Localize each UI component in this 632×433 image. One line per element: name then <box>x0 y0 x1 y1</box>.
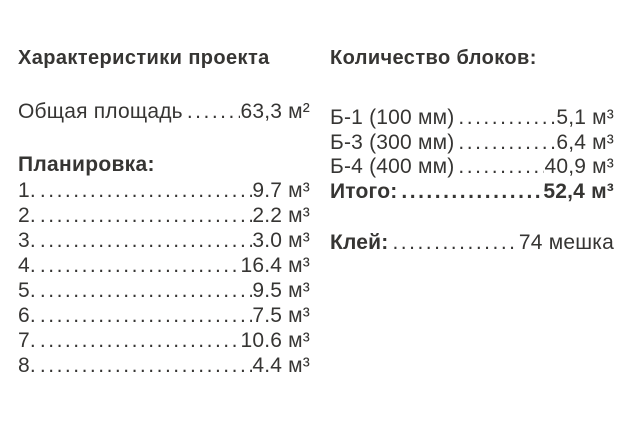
dot-leader: ........................................… <box>39 179 252 202</box>
layout-item: 6. .....................................… <box>18 303 310 328</box>
total-area-row: Общая площадь ..........................… <box>18 99 310 125</box>
block-label: Б-1 (100 мм) <box>330 106 455 129</box>
block-label: Б-4 (400 мм) <box>330 155 455 178</box>
dot-leader: ........................................… <box>458 106 556 129</box>
project-characteristics-section: Характеристики проекта Общая площадь ...… <box>18 47 310 378</box>
glue-value: 74 мешка <box>518 231 614 254</box>
dot-leader: ........................................… <box>39 229 252 252</box>
layout-item: 7. .....................................… <box>18 328 310 353</box>
blocks-total-row: Итого: .................................… <box>330 180 614 205</box>
layout-item: 5. .....................................… <box>18 278 310 303</box>
glue-row: Клей: ..................................… <box>330 230 614 255</box>
layout-heading: Планировка: <box>18 153 155 176</box>
layout-item-value: 2.2 м³ <box>252 204 310 227</box>
dot-leader: ........................................… <box>39 304 252 327</box>
block-value: 40,9 м³ <box>544 155 614 178</box>
block-value: 6,4 м³ <box>556 130 614 154</box>
dot-leader: ........................................… <box>39 279 252 302</box>
block-label: Б-3 (300 мм) <box>330 130 455 154</box>
blocks-total-label: Итого: <box>330 179 398 203</box>
block-value: 5,1 м³ <box>556 106 614 129</box>
layout-item-number: 1. <box>18 179 36 202</box>
dot-leader: ........................................… <box>401 179 544 203</box>
total-area-label: Общая площадь <box>18 100 183 123</box>
block-row: Б-3 (300 мм) ...........................… <box>330 131 614 156</box>
block-list: Б-1 (100 мм) ...........................… <box>330 106 614 204</box>
dot-leader: ........................................… <box>39 254 241 277</box>
layout-item-number: 6. <box>18 304 36 327</box>
blocks-total-value: 52,4 м³ <box>543 179 614 203</box>
layout-item-value: 9.5 м³ <box>252 279 310 302</box>
layout-item-number: 5. <box>18 279 36 302</box>
layout-item-value: 4.4 м³ <box>252 354 310 377</box>
layout-item: 8. .....................................… <box>18 353 310 378</box>
layout-item-number: 7. <box>18 329 36 352</box>
layout-item-number: 8. <box>18 354 36 377</box>
layout-item-number: 4. <box>18 254 36 277</box>
layout-item-value: 3.0 м³ <box>252 229 310 252</box>
dot-leader: ........................................… <box>186 100 241 123</box>
layout-item-value: 10.6 м³ <box>240 329 310 352</box>
layout-item: 4. .....................................… <box>18 253 310 278</box>
layout-item: 3. .....................................… <box>18 228 310 253</box>
layout-item-value: 16.4 м³ <box>240 254 310 277</box>
layout-item-value: 7.5 м³ <box>252 304 310 327</box>
layout-item-number: 2. <box>18 204 36 227</box>
layout-item-value: 9.7 м³ <box>252 179 310 202</box>
layout-item: 2. .....................................… <box>18 203 310 228</box>
block-row: Б-4 (400 мм) ...........................… <box>330 155 614 180</box>
block-quantity-section: Количество блоков: Б-1 (100 мм) ........… <box>330 47 614 255</box>
dot-leader: ........................................… <box>39 354 252 377</box>
dot-leader: ........................................… <box>458 155 544 178</box>
layout-list: 1. .....................................… <box>18 178 310 378</box>
layout-item-number: 3. <box>18 229 36 252</box>
project-characteristics-heading: Характеристики проекта <box>18 47 270 69</box>
block-quantity-heading: Количество блоков: <box>330 47 537 69</box>
dot-leader: ........................................… <box>39 329 241 352</box>
layout-item: 1. .....................................… <box>18 178 310 203</box>
dot-leader: ........................................… <box>39 204 252 227</box>
total-area-value: 63,3 м² <box>240 100 310 123</box>
dot-leader: ........................................… <box>392 231 518 254</box>
dot-leader: ........................................… <box>458 130 556 154</box>
block-row: Б-1 (100 мм) ...........................… <box>330 106 614 131</box>
glue-label: Клей: <box>330 231 389 254</box>
